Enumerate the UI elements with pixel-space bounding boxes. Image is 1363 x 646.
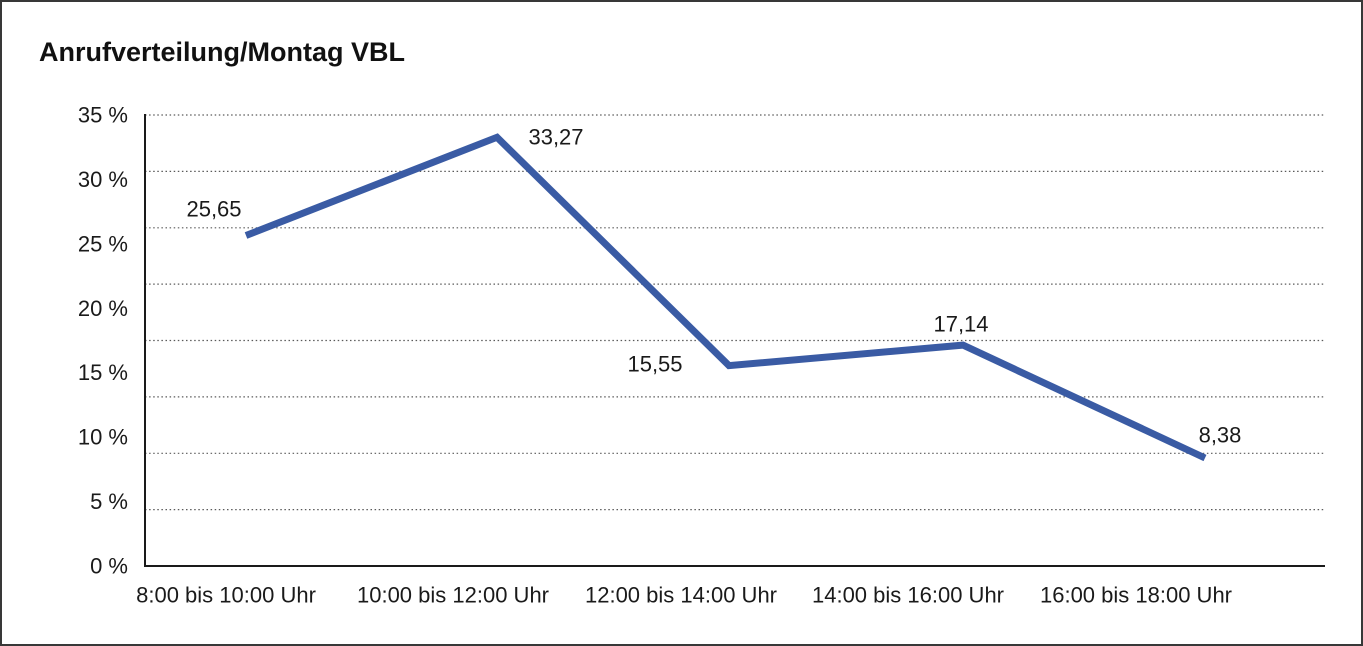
x-tick-label: 14:00 bis 16:00 Uhr (812, 583, 1004, 608)
y-tick-label: 30 % (78, 167, 128, 192)
y-axis-tick-labels: 35 % 30 % 25 % 20 % 15 % 10 % 5 % 0 % (78, 103, 128, 579)
chart-title: Anrufverteilung/Montag VBL (39, 37, 405, 67)
y-tick-label: 25 % (78, 231, 128, 256)
x-tick-label: 12:00 bis 14:00 Uhr (585, 583, 777, 608)
data-line (244, 133, 1207, 462)
value-label: 15,55 (627, 352, 682, 377)
x-axis-tick-labels: 8:00 bis 10:00 Uhr 10:00 bis 12:00 Uhr 1… (136, 583, 1232, 608)
y-gridlines (145, 114, 1325, 511)
y-tick-label: 35 % (78, 103, 128, 128)
value-labels: 25,65 33,27 15,55 17,14 8,38 (186, 125, 1241, 448)
y-tick-label: 20 % (78, 296, 128, 321)
value-label: 25,65 (186, 197, 241, 222)
y-tick-label: 10 % (78, 425, 128, 450)
value-label: 33,27 (528, 125, 583, 150)
value-label: 8,38 (1199, 423, 1242, 448)
y-tick-label: 5 % (90, 489, 128, 514)
value-label: 17,14 (933, 312, 988, 337)
x-tick-label: 16:00 bis 18:00 Uhr (1040, 583, 1232, 608)
x-tick-label: 10:00 bis 12:00 Uhr (357, 583, 549, 608)
x-tick-label: 8:00 bis 10:00 Uhr (136, 583, 316, 608)
y-tick-label: 15 % (78, 360, 128, 385)
y-tick-label: 0 % (90, 554, 128, 579)
